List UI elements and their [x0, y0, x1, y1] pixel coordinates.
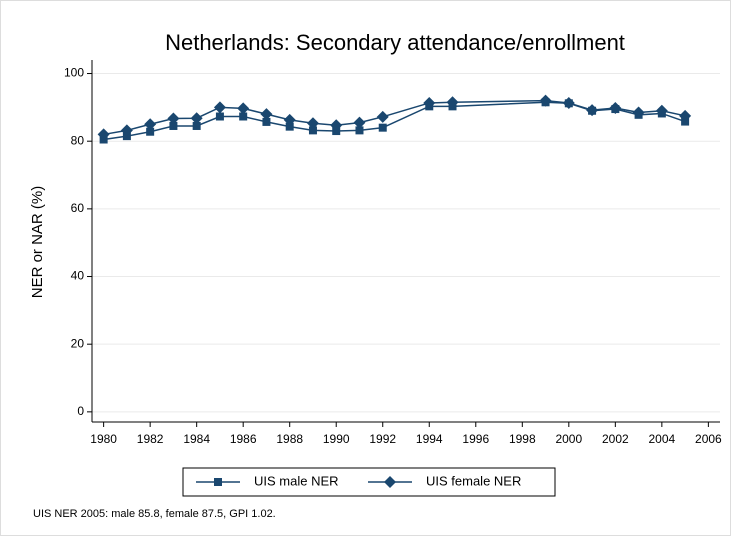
data-point: [283, 113, 296, 126]
data-point: [97, 128, 110, 141]
legend-marker: [384, 476, 396, 488]
x-tick-label: 2006: [695, 432, 722, 446]
x-tick-label: 2000: [555, 432, 582, 446]
data-point: [213, 101, 226, 114]
data-point: [120, 124, 133, 137]
x-tick-label: 1988: [276, 432, 303, 446]
y-axis-label: NER or NAR (%): [29, 186, 46, 299]
x-tick-label: 1994: [416, 432, 443, 446]
note: UIS NER 2005: male 85.8, female 87.5, GP…: [33, 508, 276, 520]
x-tick-label: 2002: [602, 432, 629, 446]
data-point: [586, 104, 599, 117]
series-line: [103, 99, 686, 136]
legend-label: UIS male NER: [254, 473, 339, 488]
legend-label: UIS female NER: [426, 473, 521, 488]
x-tick-label: 1986: [230, 432, 257, 446]
data-point: [260, 108, 273, 121]
data-point: [355, 126, 364, 135]
legend-marker: [214, 478, 222, 486]
x-tick-label: 1992: [369, 432, 396, 446]
data-point: [539, 94, 552, 107]
data-point: [353, 116, 366, 129]
data-point: [655, 104, 668, 117]
y-tick-label: 100: [64, 66, 84, 80]
data-point: [192, 121, 201, 130]
data-point: [285, 122, 294, 131]
x-tick-label: 2004: [649, 432, 676, 446]
data-point: [378, 123, 387, 132]
y-tick-label: 20: [71, 336, 85, 350]
y-tick-label: 0: [77, 404, 84, 418]
data-point: [423, 96, 436, 109]
data-point: [144, 118, 157, 131]
x-tick-label: 1996: [462, 432, 489, 446]
chart-title: Netherlands: Secondary attendance/enroll…: [165, 30, 625, 55]
data-point: [190, 112, 203, 125]
data-point: [215, 112, 224, 121]
data-point: [262, 117, 271, 126]
data-point: [679, 109, 692, 122]
data-point: [609, 102, 622, 115]
data-point: [308, 126, 317, 135]
data-point: [376, 110, 389, 123]
data-point: [562, 96, 575, 109]
x-tick-label: 1990: [323, 432, 350, 446]
y-tick-label: 40: [71, 269, 85, 283]
data-point: [146, 127, 155, 136]
y-tick-label: 60: [71, 201, 85, 215]
data-point: [330, 119, 343, 132]
data-point: [167, 112, 180, 125]
data-point: [239, 112, 248, 121]
y-tick-label: 80: [71, 133, 85, 147]
data-point: [237, 102, 250, 115]
x-tick-label: 1998: [509, 432, 536, 446]
x-tick-label: 1982: [137, 432, 164, 446]
x-tick-label: 1984: [183, 432, 210, 446]
data-point: [446, 96, 459, 109]
data-point: [306, 117, 319, 130]
series-line: [103, 101, 686, 141]
data-point: [632, 106, 645, 119]
x-tick-label: 1980: [90, 432, 117, 446]
data-point: [169, 121, 178, 130]
